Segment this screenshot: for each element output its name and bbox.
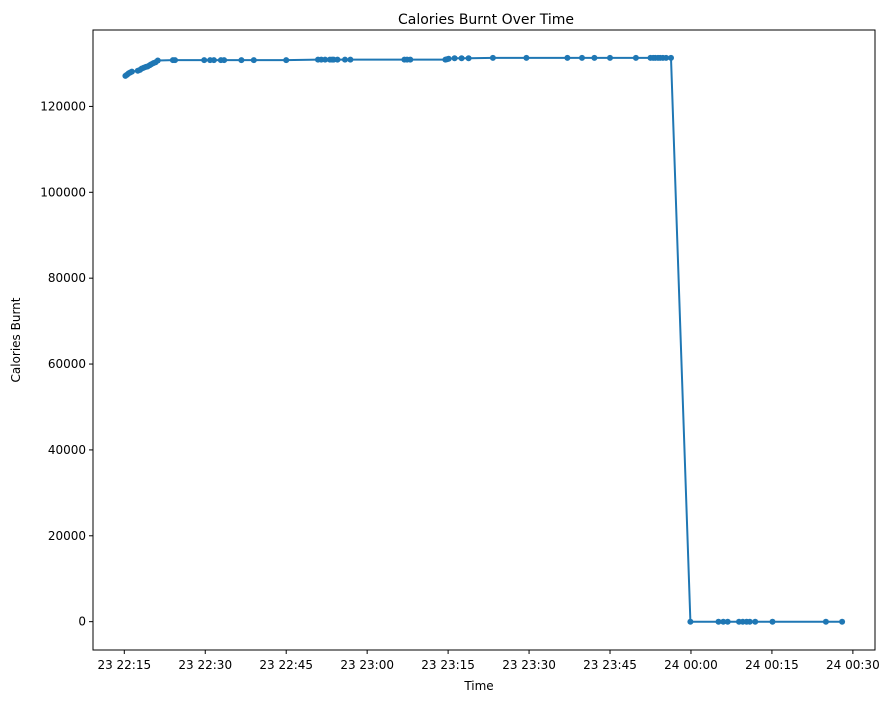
- x-tick-label: 24 00:30: [826, 658, 880, 672]
- data-point: [465, 55, 472, 62]
- data-point: [715, 618, 722, 625]
- data-point: [458, 55, 465, 62]
- data-point: [746, 618, 753, 625]
- y-tick-label: 40000: [48, 443, 86, 457]
- y-tick-label: 120000: [40, 99, 86, 113]
- x-tick-label: 24 00:15: [745, 658, 799, 672]
- data-point: [342, 56, 348, 63]
- data-point: [322, 56, 329, 63]
- data-point: [154, 57, 161, 64]
- x-tick-label: 23 22:15: [97, 658, 151, 672]
- data-point: [579, 54, 585, 61]
- data-point: [839, 618, 846, 625]
- data-point: [752, 618, 759, 625]
- x-tick-label: 23 23:45: [583, 658, 637, 672]
- x-tick-label: 23 23:30: [502, 658, 556, 672]
- data-point: [210, 57, 217, 64]
- data-point: [632, 54, 639, 61]
- x-axis-ticks: 23 22:15 23 22:30 23 22:45 23 23:00 23 23:15…: [97, 650, 880, 672]
- y-axis-label: Calories Burnt: [9, 297, 23, 382]
- y-tick-label: 100000: [40, 185, 86, 199]
- data-point: [238, 57, 245, 64]
- data-point: [407, 56, 414, 63]
- data-point: [334, 56, 341, 63]
- y-tick-label: 60000: [48, 357, 86, 371]
- data-point: [250, 57, 257, 64]
- y-tick-label: 80000: [48, 271, 86, 285]
- data-point: [128, 68, 135, 75]
- data-point: [564, 54, 571, 61]
- x-axis-label: Time: [463, 679, 493, 693]
- chart-title: Calories Burnt Over Time: [398, 12, 574, 28]
- x-tick-label: 23 23:15: [421, 658, 475, 672]
- x-tick-label: 23 23:00: [340, 658, 394, 672]
- data-point: [724, 618, 731, 625]
- y-tick-label: 20000: [48, 529, 86, 543]
- data-point: [347, 56, 354, 63]
- x-tick-label: 23 22:30: [178, 658, 232, 672]
- data-point: [172, 57, 178, 64]
- data-point: [201, 57, 208, 64]
- plot-frame: [92, 29, 876, 651]
- y-axis-ticks: 0 20000 40000 60000 80000 100000 120000: [40, 99, 93, 629]
- data-point: [523, 54, 530, 61]
- series-points: [122, 54, 846, 625]
- data-point: [283, 57, 290, 64]
- y-tick-label: 0: [78, 615, 86, 629]
- data-point: [663, 54, 670, 61]
- data-point: [445, 55, 452, 62]
- data-point: [769, 618, 776, 625]
- data-point: [591, 54, 598, 61]
- data-point: [607, 54, 613, 61]
- x-tick-label: 23 22:45: [259, 658, 313, 672]
- data-point: [687, 618, 694, 625]
- data-point: [221, 57, 228, 64]
- data-point: [822, 618, 829, 625]
- data-point: [720, 618, 727, 625]
- data-point: [451, 55, 458, 62]
- x-tick-label: 24 00:00: [664, 658, 718, 672]
- data-point: [489, 54, 496, 61]
- data-point: [668, 54, 674, 61]
